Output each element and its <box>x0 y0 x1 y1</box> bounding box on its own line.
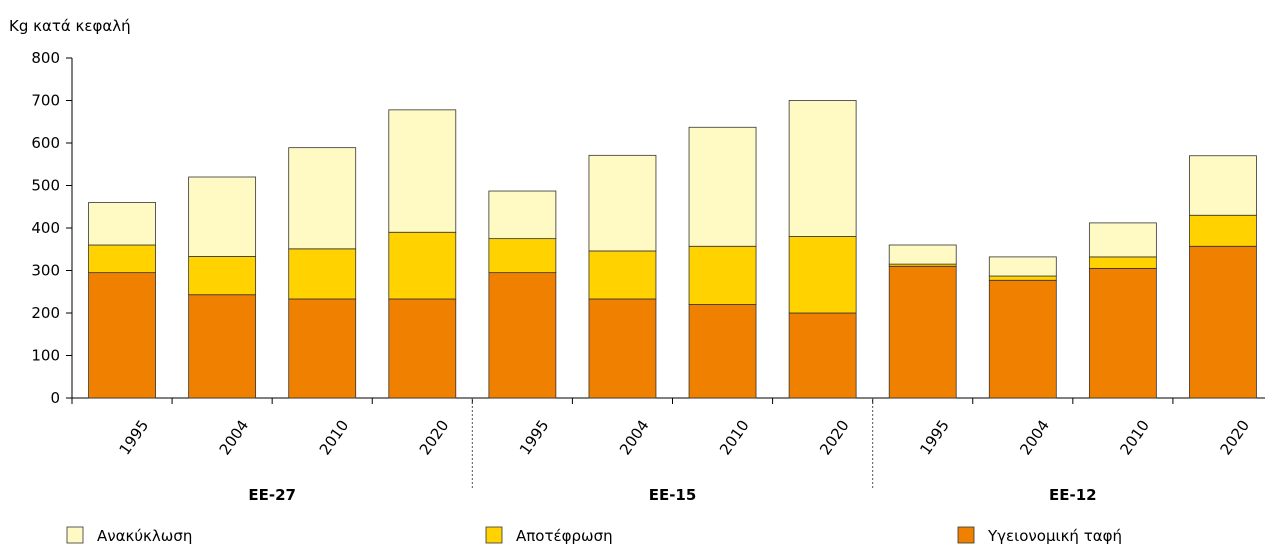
bar-segment <box>388 109 457 233</box>
legend-swatch <box>66 526 84 544</box>
bar-segment <box>1088 267 1157 399</box>
y-tick-label: 800 <box>31 49 60 67</box>
x-tick-label: 1995 <box>116 417 153 459</box>
bar-segment <box>588 298 657 399</box>
bar-segment <box>688 245 757 305</box>
bar-segment <box>488 190 557 240</box>
group-label: ΕΕ-27 <box>248 486 296 504</box>
bar-segment <box>88 244 156 274</box>
bar-segment <box>1088 222 1157 258</box>
bar-segment <box>188 256 257 296</box>
y-tick-label: 400 <box>31 219 60 237</box>
y-tick-label: 700 <box>31 92 60 110</box>
y-tick-label: 600 <box>31 134 60 152</box>
x-tick-label: 2020 <box>416 417 453 459</box>
bar-segment <box>1189 155 1257 216</box>
bars <box>88 100 1257 399</box>
y-tick-label: 100 <box>31 347 60 365</box>
bar-segment <box>588 154 657 252</box>
x-tick-label: 2004 <box>616 417 653 459</box>
bar-segment <box>388 298 457 399</box>
bar-segment <box>988 275 1057 281</box>
legend: Ανακύκλωση Αποτέφρωση Υγειονομική ταφή <box>66 526 1122 545</box>
bar-segment <box>1189 245 1257 399</box>
x-tick-label: 2004 <box>216 417 253 459</box>
y-tick-label: 300 <box>31 262 60 280</box>
group-label: ΕΕ-15 <box>649 486 697 504</box>
bar-segment <box>488 272 557 399</box>
bar-segment <box>288 147 357 250</box>
y-tick-label: 200 <box>31 304 60 322</box>
bar-segment <box>988 256 1057 277</box>
bar-segment <box>488 238 557 274</box>
bar-segment <box>188 176 257 257</box>
bar-segment <box>288 298 357 399</box>
legend-label: Υγειονομική ταφή <box>987 527 1122 545</box>
bar-segment <box>688 304 757 399</box>
x-tick-label: 2010 <box>316 417 353 459</box>
bar-segment <box>788 100 857 237</box>
bar-segment <box>788 236 857 314</box>
bar-segment <box>388 231 457 300</box>
y-tick-label: 0 <box>50 389 60 407</box>
bar-segment <box>788 312 857 399</box>
bar-segment <box>888 244 957 265</box>
x-tick-label: 2010 <box>1116 417 1153 459</box>
bar-segment <box>188 294 257 399</box>
legend-label: Αποτέφρωση <box>516 527 613 545</box>
legend-swatch <box>957 526 975 544</box>
x-tick-label: 2020 <box>816 417 853 459</box>
axes <box>66 57 1265 488</box>
y-tick-label: 500 <box>31 177 60 195</box>
group-label: ΕΕ-12 <box>1049 486 1097 504</box>
x-tick-label: 2010 <box>716 417 753 459</box>
bar-segment <box>1088 256 1157 269</box>
bar-segment <box>288 248 357 300</box>
legend-swatch <box>485 526 503 544</box>
x-tick-label: 1995 <box>916 417 953 459</box>
bar-segment <box>688 126 757 247</box>
x-tick-label: 2020 <box>1216 417 1253 459</box>
legend-label: Ανακύκλωση <box>97 527 192 545</box>
y-axis-label: Kg κατά κεφαλή <box>9 17 131 35</box>
bar-segment <box>88 202 156 246</box>
bar-segment <box>1189 214 1257 247</box>
x-tick-label: 2004 <box>1016 417 1053 459</box>
bar-segment <box>988 279 1057 399</box>
bar-segment <box>888 265 957 399</box>
bar-segment <box>588 250 657 300</box>
bar-segment <box>88 272 156 399</box>
x-tick-label: 1995 <box>516 417 553 459</box>
